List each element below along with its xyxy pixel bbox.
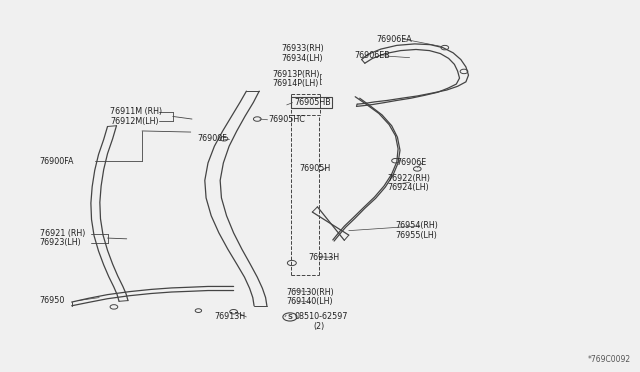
Text: 769130(RH): 769130(RH) — [287, 288, 335, 296]
Text: 76923(LH): 76923(LH) — [40, 238, 81, 247]
Text: *769C0092: *769C0092 — [588, 355, 630, 364]
Text: 76913P(RH): 76913P(RH) — [272, 70, 319, 79]
Text: 76924(LH): 76924(LH) — [387, 183, 429, 192]
Text: 769140(LH): 769140(LH) — [287, 297, 333, 306]
Text: 76905H: 76905H — [300, 164, 331, 173]
Text: 76906E: 76906E — [397, 158, 427, 167]
Text: 76905HB: 76905HB — [294, 98, 331, 107]
Text: 76906EA: 76906EA — [376, 35, 412, 44]
Text: 76913H: 76913H — [308, 253, 340, 262]
Text: 76933(RH): 76933(RH) — [282, 44, 324, 53]
Text: 76955(LH): 76955(LH) — [396, 231, 437, 240]
Text: 76913H: 76913H — [214, 312, 246, 321]
Text: 76921 (RH): 76921 (RH) — [40, 229, 85, 238]
Text: 76900F: 76900F — [197, 134, 227, 143]
Text: 76914P(LH): 76914P(LH) — [272, 79, 318, 88]
Text: 08510-62597: 08510-62597 — [294, 312, 348, 321]
Text: 76922(RH): 76922(RH) — [387, 174, 430, 183]
Text: 76911M (RH): 76911M (RH) — [110, 107, 162, 116]
Text: 76954(RH): 76954(RH) — [396, 221, 438, 230]
Text: 76906EB: 76906EB — [354, 51, 390, 60]
Text: S: S — [287, 314, 292, 320]
Text: (2): (2) — [314, 322, 325, 331]
Text: 76900FA: 76900FA — [40, 157, 74, 166]
Text: 76912M(LH): 76912M(LH) — [110, 117, 159, 126]
Text: 76950: 76950 — [40, 296, 65, 305]
Text: 76905HC: 76905HC — [269, 115, 306, 124]
Text: 76934(LH): 76934(LH) — [282, 54, 323, 63]
